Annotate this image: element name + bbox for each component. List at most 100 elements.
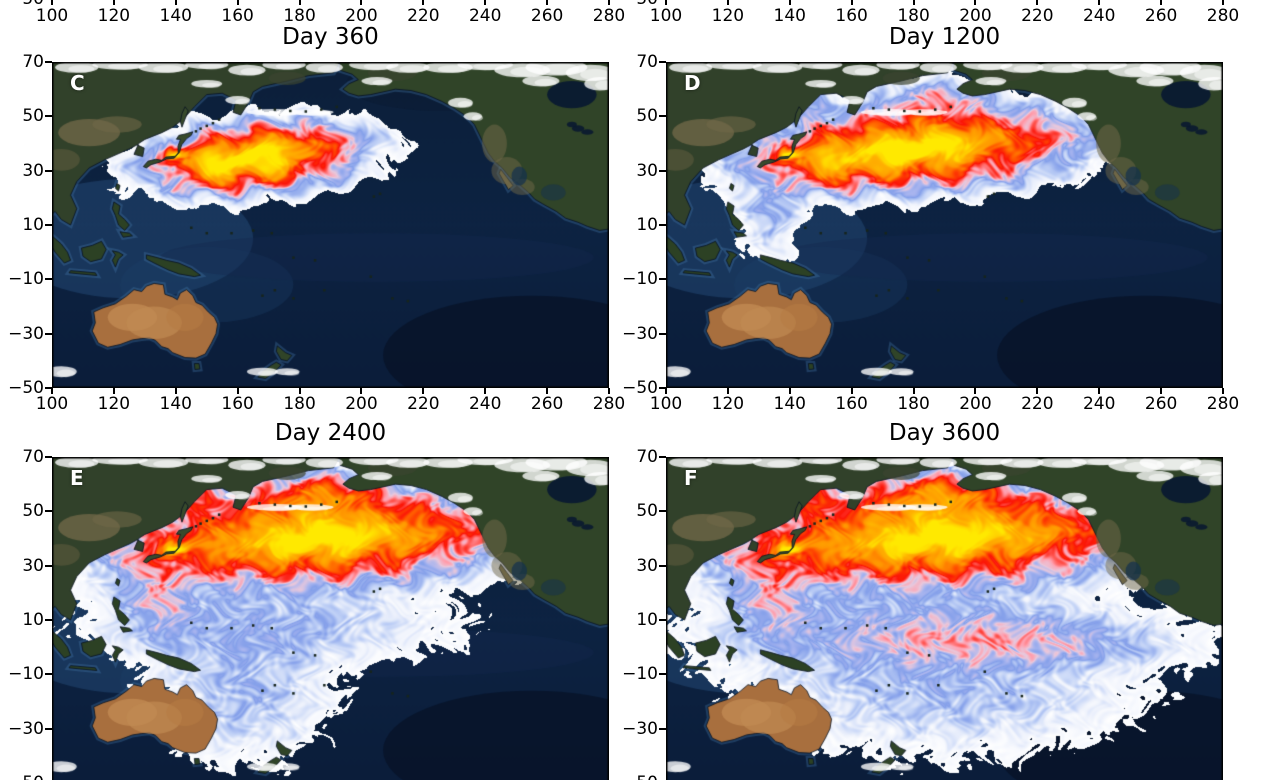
x-tick-mark	[726, 388, 729, 394]
x-tick-mark-cropped	[546, 0, 549, 5]
y-tick-mark	[45, 387, 52, 389]
y-tick-mark	[659, 564, 666, 567]
x-tick-label-cropped: 220	[1021, 6, 1054, 26]
x-tick-mark-cropped	[1222, 0, 1224, 5]
y-tick-mark	[659, 510, 666, 513]
x-tick-label: 260	[530, 394, 564, 414]
map-canvas-panel-d	[666, 62, 1223, 388]
x-tick-mark-cropped	[1160, 0, 1163, 5]
y-tick-mark	[659, 278, 666, 281]
y-tick-label: −30	[622, 718, 658, 739]
y-tick-label: −50	[606, 773, 658, 780]
x-tick-mark-cropped	[608, 0, 610, 5]
y-tick-mark	[45, 510, 52, 513]
panel-letter-f: F	[684, 466, 698, 490]
panel-letter-c: C	[70, 71, 85, 95]
x-tick-mark-cropped	[726, 0, 729, 5]
x-tick-mark	[51, 388, 53, 394]
y-tick-mark	[45, 169, 52, 172]
y-tick-label: 30	[22, 160, 44, 181]
y-tick-label: −10	[8, 664, 44, 685]
x-tick-mark-cropped	[850, 0, 853, 5]
y-tick-label: 50	[22, 106, 44, 127]
y-tick-mark	[45, 115, 52, 118]
y-tick-label: −50	[622, 378, 658, 398]
x-tick-label: 140	[159, 394, 192, 414]
x-tick-label-cropped: 240	[1082, 6, 1116, 26]
y-tick-mark	[45, 619, 52, 621]
x-tick-mark-cropped	[236, 0, 239, 5]
x-tick-label-cropped: 200	[345, 6, 378, 26]
y-tick-mark	[659, 387, 666, 389]
map-canvas-panel-c	[52, 62, 609, 388]
x-tick-mark	[1160, 388, 1163, 394]
x-tick-mark-cropped	[484, 0, 487, 5]
x-tick-label-cropped: 280	[1206, 6, 1240, 26]
y-tick-label: −50	[0, 773, 44, 780]
x-tick-mark-cropped	[665, 0, 667, 5]
x-tick-label-cropped: 180	[283, 6, 316, 26]
x-tick-mark	[912, 388, 915, 394]
x-tick-label: 260	[1144, 394, 1178, 414]
x-tick-mark	[298, 388, 301, 394]
x-tick-mark	[788, 388, 791, 394]
x-tick-mark-cropped	[974, 0, 977, 5]
panel-title-f: Day 3600	[888, 420, 1001, 446]
x-tick-label-cropped: 160	[835, 6, 868, 26]
x-tick-label-cropped: 220	[407, 6, 440, 26]
y-tick-mark	[659, 115, 666, 118]
x-tick-mark-cropped	[51, 0, 53, 5]
y-tick-label: 70	[22, 447, 44, 467]
x-tick-label-cropped: 240	[468, 6, 502, 26]
x-tick-label: 240	[1082, 394, 1116, 414]
y-tick-label: −30	[622, 323, 658, 344]
x-tick-mark	[1098, 388, 1101, 394]
x-tick-mark-cropped	[174, 0, 177, 5]
y-tick-label-cropped: −50	[606, 0, 658, 9]
x-tick-label: 140	[773, 394, 806, 414]
y-tick-mark	[45, 727, 52, 730]
x-tick-label: 280	[1206, 394, 1240, 414]
x-tick-label: 100	[649, 394, 683, 414]
panel-letter-e: E	[70, 466, 84, 490]
x-tick-label: 120	[97, 394, 131, 414]
y-tick-label: −50	[8, 378, 44, 398]
x-tick-label-cropped: 120	[97, 6, 131, 26]
panel-letter-d: D	[684, 71, 701, 95]
x-tick-mark-cropped	[112, 0, 115, 5]
x-tick-mark	[422, 388, 425, 394]
y-tick-label: 30	[636, 160, 658, 181]
x-tick-label-cropped: 100	[649, 6, 683, 26]
y-tick-mark	[45, 456, 52, 458]
x-tick-label-cropped: 160	[221, 6, 254, 26]
y-tick-label: 10	[22, 610, 44, 630]
y-tick-mark	[45, 332, 52, 335]
x-tick-label-cropped: 100	[35, 6, 69, 26]
x-tick-mark-cropped	[1098, 0, 1101, 5]
x-tick-label: 160	[835, 394, 868, 414]
x-tick-label: 200	[959, 394, 992, 414]
x-tick-mark-cropped	[298, 0, 301, 5]
x-tick-mark-cropped	[422, 0, 425, 5]
x-tick-mark-cropped	[360, 0, 363, 5]
x-tick-label: 200	[345, 394, 378, 414]
x-tick-label: 180	[283, 394, 316, 414]
x-tick-mark	[974, 388, 977, 394]
x-tick-mark	[850, 388, 853, 394]
x-tick-mark	[608, 388, 610, 394]
y-tick-label: 10	[22, 215, 44, 235]
y-tick-mark	[45, 224, 52, 226]
x-tick-label: 180	[897, 394, 930, 414]
y-tick-label: 50	[636, 501, 658, 522]
y-tick-mark	[659, 224, 666, 226]
y-tick-label: −30	[8, 718, 44, 739]
y-tick-mark	[45, 61, 52, 63]
x-tick-label: 280	[592, 394, 626, 414]
y-tick-label: −30	[8, 323, 44, 344]
x-tick-label: 160	[221, 394, 254, 414]
x-tick-label: 120	[711, 394, 745, 414]
y-tick-label: 70	[636, 447, 658, 467]
y-tick-label: 70	[636, 52, 658, 72]
x-tick-mark-cropped	[788, 0, 791, 5]
